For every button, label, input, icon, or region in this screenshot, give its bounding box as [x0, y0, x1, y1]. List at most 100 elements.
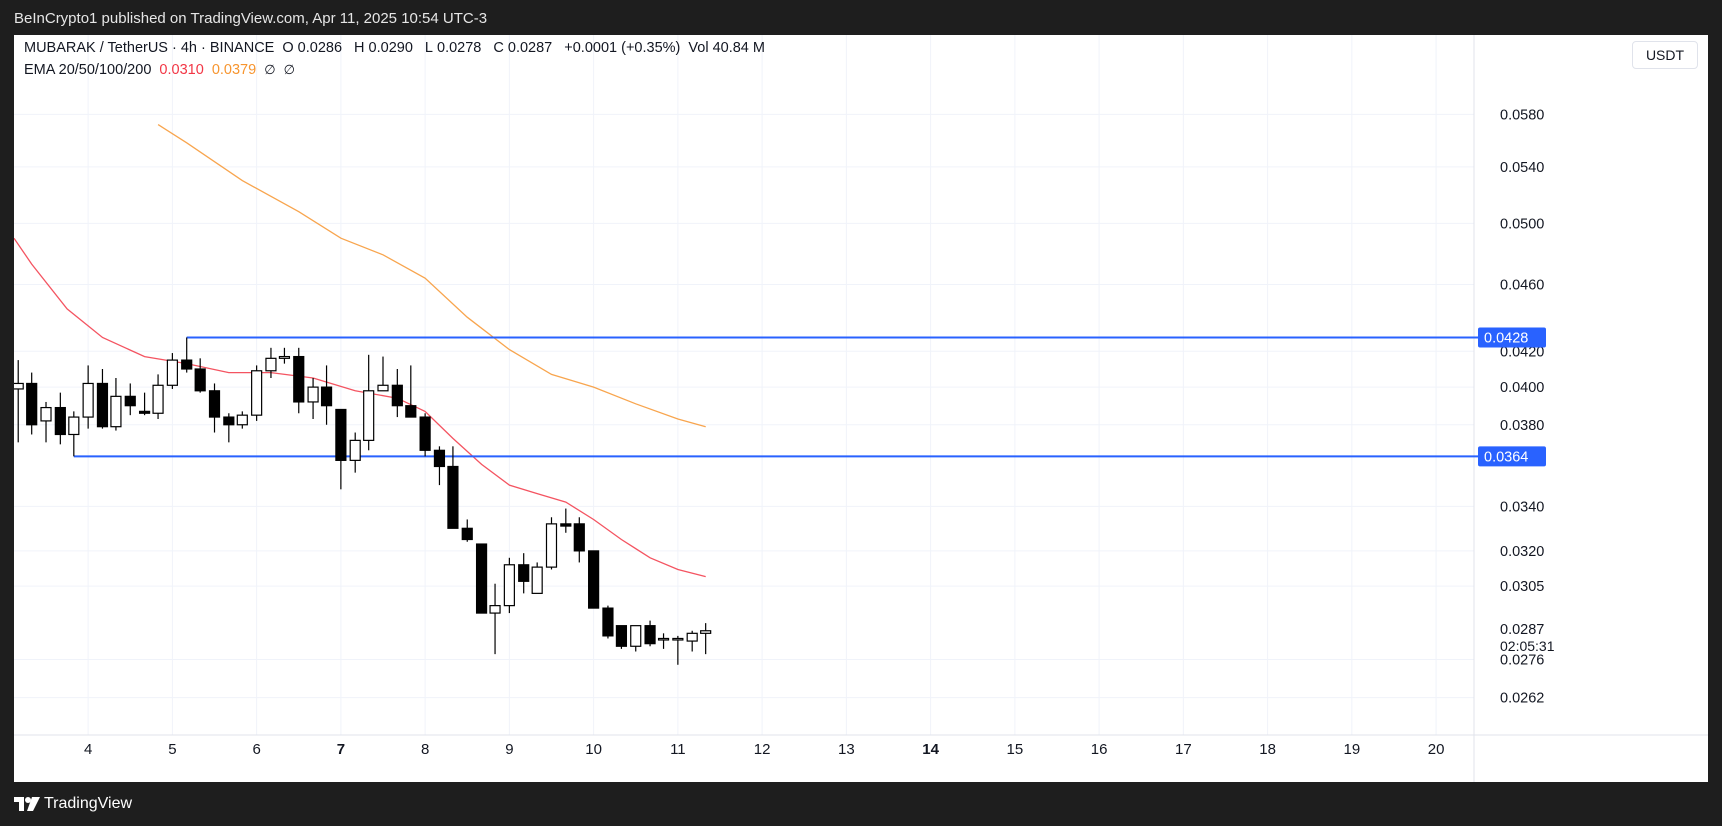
candle-down	[518, 564, 530, 582]
legend-close: 0.0287	[507, 40, 553, 56]
legend-change: +0.0001 (+0.35%)	[564, 40, 681, 56]
candle-down	[223, 416, 235, 426]
candle-down	[475, 543, 488, 614]
price-tick-label: 0.0500	[1500, 216, 1544, 232]
currency-button[interactable]: USDT	[1632, 41, 1698, 69]
time-tick-label: 10	[585, 741, 602, 758]
price-tick-label: 0.0380	[1500, 418, 1544, 434]
candle-up	[278, 355, 291, 359]
legend-low-label: L	[424, 40, 433, 56]
legend-ema50: 0.0379	[211, 62, 257, 78]
candle-down	[588, 550, 600, 609]
ema50-line	[157, 124, 706, 428]
time-tick-label: 9	[505, 741, 513, 758]
top-bar: BeInCrypto1 published on TradingView.com…	[0, 0, 1722, 36]
time-tick-label: 18	[1259, 741, 1276, 758]
price-tick-label: 0.0276	[1500, 652, 1544, 668]
legend-vol: 40.84 M	[712, 40, 765, 56]
bar-countdown-label: 02:05:31	[1500, 638, 1555, 654]
candle-up	[503, 564, 515, 607]
candle-up	[236, 414, 248, 426]
time-tick-label: 7	[337, 741, 345, 758]
candle-down	[181, 359, 193, 370]
candle-up	[672, 637, 684, 641]
candle-up	[489, 605, 501, 614]
grid	[14, 35, 1708, 782]
time-axis[interactable]: 4 5 6 7 8 9 10 11 12 13 14 15 16 17 18 19 20	[84, 741, 1444, 758]
candle-up	[251, 370, 263, 416]
ema-lines	[14, 124, 706, 578]
level-label: 0.0428	[1484, 330, 1528, 346]
candle-up	[657, 637, 670, 641]
legend-high: 0.0290	[368, 40, 413, 56]
legend-low: 0.0278	[437, 40, 482, 56]
candle-down	[320, 386, 333, 407]
level-label-bg	[1478, 327, 1546, 348]
candle-up	[363, 390, 375, 441]
legend-open-label: O	[282, 40, 294, 56]
price-tick-label: 0.0305	[1500, 579, 1544, 595]
time-tick-label: 13	[838, 741, 855, 758]
level-label-bg	[1478, 446, 1546, 467]
candle-up	[14, 382, 24, 390]
time-tick-label: 17	[1175, 741, 1192, 758]
candle-down	[293, 355, 305, 403]
price-axis[interactable]: 0.0580 0.0540 0.0500 0.0460 0.0420 0.0400 0.03…	[1500, 107, 1544, 706]
level-label: 0.0364	[1484, 449, 1528, 465]
candle-up	[166, 359, 178, 386]
footer-bar: TradingView	[0, 782, 1722, 826]
tradingview-logo-icon[interactable]	[14, 796, 40, 812]
legend-ema-label[interactable]: EMA 20/50/100/200	[24, 62, 152, 78]
candle-down	[194, 368, 206, 392]
horizontal-levels[interactable]	[73, 336, 1478, 458]
candle-down	[391, 384, 403, 407]
candle-down	[335, 408, 347, 461]
candle-down	[419, 416, 431, 451]
price-tick-label: 0.0400	[1500, 380, 1544, 396]
legend-open: 0.0286	[297, 40, 343, 56]
time-tick-label: 6	[252, 741, 260, 758]
candle-up	[377, 384, 389, 392]
candle-up	[110, 395, 122, 428]
legend-ema20: 0.0310	[159, 62, 204, 78]
price-chart[interactable]: 0.0580 0.0540 0.0500 0.0460 0.0420 0.0400 0.03…	[14, 35, 1708, 782]
candles	[14, 337, 712, 665]
legend-symbol[interactable]: MUBARAK / TetherUS · 4h · BINANCE	[24, 40, 275, 56]
legend-vol-label: Vol	[688, 40, 709, 56]
candle-down	[433, 449, 446, 468]
price-tick-label: 0.0580	[1500, 107, 1544, 123]
legend-ema: EMA 20/50/100/200 0.0310 0.0379 ∅ ∅	[24, 62, 299, 78]
time-tick-label: 8	[421, 741, 429, 758]
price-tick-label: 0.0420	[1500, 344, 1544, 360]
candle-up	[152, 384, 164, 414]
candle-down	[96, 382, 109, 428]
candle-up	[531, 566, 543, 594]
candle-up	[686, 632, 698, 642]
candle-down	[447, 465, 459, 529]
candle-down	[602, 607, 614, 637]
candle-down	[644, 625, 656, 645]
chart-area[interactable]: 0.0580 0.0540 0.0500 0.0460 0.0420 0.0400 0.03…	[14, 35, 1708, 782]
price-tick-label: 0.0320	[1500, 544, 1544, 560]
time-tick-label: 20	[1428, 741, 1445, 758]
candle-up	[68, 416, 80, 436]
legend-ohlc: MUBARAK / TetherUS · 4h · BINANCE O 0.028…	[24, 40, 773, 56]
candle-down	[615, 625, 628, 647]
price-tick-label: 0.0460	[1500, 278, 1544, 294]
legend-ema200: ∅	[283, 62, 295, 77]
time-tick-label: 14	[922, 741, 939, 758]
candle-down	[573, 523, 585, 552]
legend-close-label: C	[493, 40, 504, 56]
candle-down	[461, 527, 473, 541]
brand-name[interactable]: TradingView	[44, 795, 133, 812]
candle-down	[26, 382, 38, 426]
time-tick-label: 12	[754, 741, 771, 758]
candle-down	[54, 406, 66, 436]
candle-up	[349, 439, 361, 461]
time-tick-label: 19	[1343, 741, 1360, 758]
candle-up	[265, 357, 277, 372]
time-tick-label: 11	[670, 741, 686, 758]
candle-up	[545, 523, 558, 568]
candle-up	[40, 406, 52, 422]
